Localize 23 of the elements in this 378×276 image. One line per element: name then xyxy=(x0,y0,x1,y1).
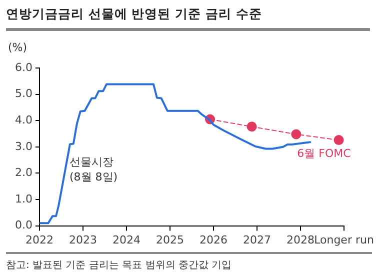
series-label: 6월 FOMC xyxy=(297,146,352,160)
x-tick-label: 2023 xyxy=(68,233,97,246)
y-tick-label: 5.0 xyxy=(14,87,32,100)
x-tick-label: 2024 xyxy=(112,233,140,246)
y-axis-title: (%) xyxy=(8,40,28,54)
chart-title: 연방기금금리 선물에 반영된 기준 금리 수준 xyxy=(6,6,370,31)
x-tick-label: 2027 xyxy=(243,233,271,246)
y-tick-label: 4.0 xyxy=(14,113,32,126)
x-tick-label: Longer run xyxy=(314,233,374,246)
y-tick-label: 6.0 xyxy=(14,60,32,74)
y-tick-label: 2.0 xyxy=(14,166,32,180)
text: 참고: 발표된 기준 금리는 목표 범위의 중간값 기입 xyxy=(6,252,372,272)
y-tick-label: 3.0 xyxy=(14,140,32,153)
y-tick-label: 0.0 xyxy=(14,218,32,232)
point xyxy=(334,135,344,146)
series-label: 선물시장 (8월 8일) xyxy=(69,156,118,184)
point xyxy=(291,129,302,140)
x-tick-label: 2026 xyxy=(199,233,228,246)
y-tick-label: 1.0 xyxy=(14,192,32,206)
point xyxy=(246,122,257,132)
x-tick-label: 2022 xyxy=(25,233,54,246)
x-tick-label: 2025 xyxy=(156,233,184,246)
x-tick-label: 2028 xyxy=(286,233,314,246)
